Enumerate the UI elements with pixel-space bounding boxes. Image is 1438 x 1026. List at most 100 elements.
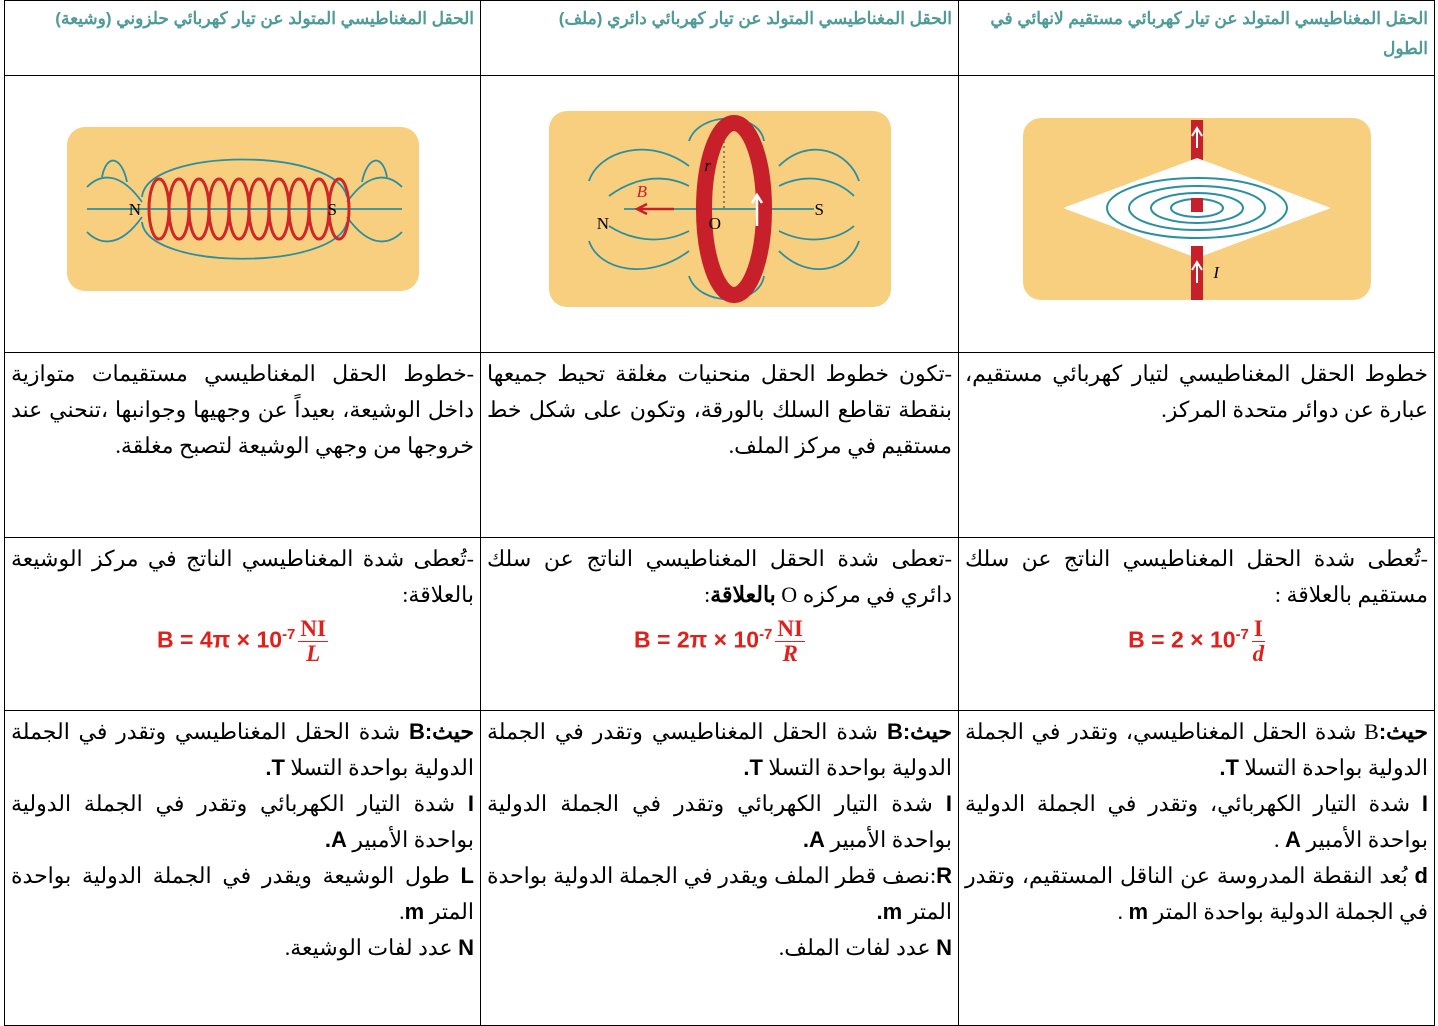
text-cell: خطوط الحقل المغناطيسي لتيار كهربائي مستق…	[958, 352, 1435, 538]
denominator: d	[1252, 641, 1265, 667]
definition-cell: حيث:B شدة الحقل المغناطيسي، وتقدر في الج…	[958, 710, 1435, 1026]
bold-text: I	[467, 791, 474, 816]
formula-cell: -تُعطى شدة الحقل المغناطيسي الناتج عن سل…	[958, 537, 1435, 711]
text-cell: -تكون خطوط الحقل منحنيات مغلقة تحيط جميع…	[480, 352, 959, 538]
bold-text: d	[1414, 863, 1428, 888]
paragraph: I شدة التيار الكهربائي، وتقدر في الجملة …	[965, 786, 1428, 858]
text: -تُعطى شدة المغناطيسي الناتج في مركز الو…	[11, 546, 474, 607]
text: .	[1117, 899, 1129, 924]
numerator: NI	[298, 616, 328, 643]
paragraph: -تُعطى شدة الحقل المغناطيسي الناتج عن سل…	[965, 541, 1428, 613]
text: شدة التيار الكهربائي وتقدر في الجملة الد…	[11, 791, 474, 852]
bold-text: A.	[802, 827, 825, 852]
formula-cell: -تُعطى شدة المغناطيسي الناتج في مركز الو…	[4, 537, 481, 711]
definition-cell: حيث:B شدة الحقل المغناطيسي وتقدر في الجم…	[480, 710, 959, 1026]
text: .	[1273, 827, 1285, 852]
figure-label: S	[327, 200, 336, 219]
text: .	[399, 899, 405, 924]
bold-text: حيث:B	[408, 719, 474, 744]
description-row: خطوط الحقل المغناطيسي لتيار كهربائي مستق…	[4, 352, 1435, 538]
figure-label: N	[596, 214, 608, 233]
bold-text: A.	[324, 827, 347, 852]
figure-label: O	[708, 214, 720, 233]
formula-exponent: -7	[759, 626, 773, 643]
text: بُعد النقطة المدروسة عن الناقل المستقيم،…	[965, 863, 1428, 924]
paragraph: حيث:B شدة الحقل المغناطيسي وتقدر في الجم…	[11, 714, 474, 786]
image-cell: N S O r B	[480, 75, 959, 353]
paragraph: I شدة التيار الكهربائي وتقدر في الجملة ا…	[11, 786, 474, 858]
paragraph: حيث:B شدة الحقل المغناطيسي، وتقدر في الج…	[965, 714, 1428, 786]
text: -تُعطى شدة الحقل المغناطيسي الناتج عن سل…	[965, 546, 1428, 607]
fraction: NI L	[298, 617, 328, 666]
paragraph: R:نصف قطر الملف ويقدر في الجملة الدولية …	[487, 858, 952, 930]
table: الحقل المغناطيسي المتولد عن تيار كهربائي…	[4, 0, 1435, 1026]
text: شدة الحقل المغناطيسي وتقدر في الجملة الد…	[487, 719, 952, 780]
text: طول الوشيعة ويقدر في الجملة الدولية بواح…	[11, 863, 474, 924]
numerator: NI	[775, 616, 805, 643]
fraction: NI R	[775, 617, 805, 666]
bold-text: بالعلاقة	[710, 582, 776, 607]
image-cell: N S	[4, 75, 481, 353]
bold-text: A	[1284, 827, 1301, 852]
text: شدة الحقل المغناطيسي وتقدر في الجملة الد…	[11, 719, 474, 780]
definition-cell: حيث:B شدة الحقل المغناطيسي وتقدر في الجم…	[4, 710, 481, 1026]
text: :	[704, 582, 711, 607]
denominator: L	[306, 641, 321, 667]
bold-text: حيث:	[1378, 719, 1428, 744]
bold-text: m	[1128, 899, 1149, 924]
paragraph: N عدد لفات الوشيعة.	[11, 930, 474, 966]
header-row: الحقل المغناطيسي المتولد عن تيار كهربائي…	[4, 0, 1435, 76]
text: شدة التيار الكهربائي، وتقدر في الجملة ال…	[965, 791, 1428, 852]
bold-text: T.	[265, 755, 285, 780]
image-row: I N S O r B N S	[4, 75, 1435, 353]
text: عدد لفات الملف.	[778, 935, 937, 960]
paragraph: -تعطى شدة الحقل المغناطيسي الناتج عن سلك…	[487, 541, 952, 613]
text: شدة التيار الكهربائي وتقدر في الجملة الد…	[487, 791, 952, 852]
text: -تعطى شدة الحقل المغناطيسي الناتج عن سلك…	[487, 546, 952, 607]
text-cell: -خطوط الحقل المغناطيسي مستقيمات متوازية …	[4, 352, 481, 538]
numerator: I	[1251, 616, 1265, 643]
paragraph: -تُعطى شدة المغناطيسي الناتج في مركز الو…	[11, 541, 474, 613]
formula-row: -تُعطى شدة الحقل المغناطيسي الناتج عن سل…	[4, 537, 1435, 711]
header-cell: الحقل المغناطيسي المتولد عن تيار كهربائي…	[480, 0, 959, 76]
bold-text: حيث:B	[886, 719, 952, 744]
text: :نصف قطر الملف ويقدر في الجملة الدولية ب…	[487, 863, 952, 924]
header-cell: الحقل المغناطيسي المتولد عن تيار كهربائي…	[4, 0, 481, 76]
bold-text: m.	[876, 899, 903, 924]
figure-label: I	[1212, 263, 1220, 282]
formula-exponent: -7	[1235, 626, 1249, 643]
bold-text: L	[460, 863, 474, 888]
formula-lhs: B = 2 × 10	[1128, 626, 1236, 653]
text: عدد لفات الوشيعة.	[284, 935, 459, 960]
formula: B = 2π × 10-7 NI R	[487, 617, 952, 666]
paragraph: N عدد لفات الملف.	[487, 930, 952, 966]
solenoid-illustration: N S	[66, 126, 419, 291]
paragraph: d بُعد النقطة المدروسة عن الناقل المستقي…	[965, 858, 1428, 930]
paragraph: L طول الوشيعة ويقدر في الجملة الدولية بو…	[11, 858, 474, 930]
wire-illustration: I	[1022, 117, 1371, 300]
formula-exponent: -7	[282, 626, 296, 643]
text: B شدة الحقل المغناطيسي، وتقدر في الجملة …	[965, 719, 1428, 780]
bold-text: N	[936, 935, 952, 960]
figure-label: r	[704, 156, 711, 175]
paragraph: حيث:B شدة الحقل المغناطيسي وتقدر في الجم…	[487, 714, 952, 786]
formula: B = 4π × 10-7 NI L	[11, 617, 474, 666]
header-cell: الحقل المغناطيسي المتولد عن تيار كهربائي…	[958, 0, 1435, 76]
formula-cell: -تعطى شدة الحقل المغناطيسي الناتج عن سلك…	[480, 537, 959, 711]
image-cell: I	[958, 75, 1435, 353]
figure-label: S	[814, 200, 823, 219]
formula-lhs: B = 4π × 10	[157, 626, 283, 653]
paragraph: I شدة التيار الكهربائي وتقدر في الجملة ا…	[487, 786, 952, 858]
bold-text: I	[945, 791, 952, 816]
definition-row: حيث:B شدة الحقل المغناطيسي، وتقدر في الج…	[4, 710, 1435, 1026]
formula-lhs: B = 2π × 10	[634, 626, 760, 653]
bold-text: I	[1421, 791, 1428, 816]
bold-text: T.	[743, 755, 763, 780]
bold-text: T.	[1219, 755, 1239, 780]
bold-text: N	[458, 935, 474, 960]
denominator: R	[782, 641, 798, 667]
figure-label: N	[128, 200, 140, 219]
